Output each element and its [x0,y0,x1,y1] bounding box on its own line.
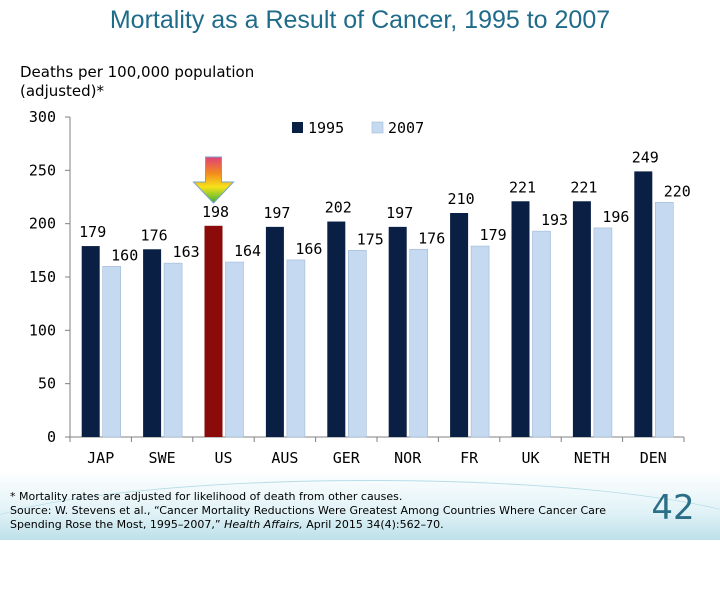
bar-1995-swe [143,249,162,437]
footnote-line-3: Spending Rose the Most, 1995–2007,” Heal… [10,518,650,532]
bar-2007-us [225,261,244,438]
bar-2007-ger [347,250,367,438]
data-label-1995-us: 198 [202,203,229,221]
legend-swatch-2007 [371,121,384,134]
footnote-line-3-pre: Spending Rose the Most, 1995–2007,” [10,518,225,531]
footnote-journal: Health Affairs, [224,518,303,531]
y-tick-label: 50 [38,375,56,393]
bar-2007-nor [409,248,429,438]
y-tick-label: 0 [47,428,56,446]
bar-1995-jap [81,246,100,437]
bar-1995-uk [511,201,530,437]
data-label-2007-jap: 160 [111,246,138,264]
bar-chart: 0 50 100 150 200 250 300 JAP 179 160 SWE 176 163 US 1… [29,108,691,467]
x-tick-label-aus: AUS [271,449,298,467]
bar-2007-den [654,202,674,438]
footnote-line-2: Source: W. Stevens et al., “Cancer Morta… [10,504,606,517]
y-tick-label: 150 [29,268,56,286]
data-label-2007-nor: 176 [418,229,445,247]
data-label-1995-neth: 221 [570,178,597,196]
bar-2007-swe [163,262,183,438]
data-label-2007-ger: 175 [357,230,384,248]
legend-swatch-1995 [292,122,303,133]
bar-2007-jap [102,266,121,438]
data-label-2007-uk: 193 [541,211,568,229]
data-label-1995-swe: 176 [141,226,168,244]
data-label-2007-us: 164 [234,242,261,260]
data-label-2007-neth: 196 [602,208,629,226]
data-label-2007-fr: 179 [480,226,507,244]
data-label-2007-aus: 166 [295,240,322,258]
y-axis-label: Deaths per 100,000 population (adjusted)… [20,63,255,100]
down-arrow-icon [192,156,235,204]
x-tick-label-den: DEN [640,449,667,467]
data-label-2007-den: 220 [664,182,691,200]
data-label-1995-uk: 221 [509,178,536,196]
bar-1995-ger [327,221,346,437]
y-tick-label: 300 [29,108,56,126]
x-tick-label-neth: NETH [574,449,610,467]
y-tick-label: 200 [29,215,56,233]
footnote-line-3-post: April 2015 34(4):562–70. [302,518,444,531]
decorative-bottom-band [0,470,720,540]
chart-annotations [192,156,235,204]
data-label-1995-aus: 197 [263,204,290,222]
chart-axes: 0 50 100 150 200 250 300 [29,108,685,446]
bar-2007-fr [470,245,490,438]
bar-1995-us [204,225,223,437]
page-title: Mortality as a Result of Cancer, 1995 to… [109,6,611,34]
footnote: * Mortality rates are adjusted for likel… [10,490,650,532]
y-tick-label: 100 [29,321,56,339]
x-tick-label-nor: NOR [394,449,422,467]
y-tick-label: 250 [29,161,56,179]
x-tick-label-ger: GER [333,449,361,467]
bar-1995-nor [388,226,407,437]
chart-labels: JAP 179 160 SWE 176 163 US 198 164 AUS 197 166 GER 20… [79,148,691,467]
bar-2007-aus [286,259,306,438]
data-label-1995-nor: 197 [386,204,413,222]
x-tick-label-uk: UK [521,449,539,467]
data-label-1995-den: 249 [632,148,659,166]
x-tick-label-fr: FR [460,449,479,467]
slide-number: 42 [651,488,695,528]
footnote-line-1: * Mortality rates are adjusted for likel… [10,490,403,503]
data-label-1995-fr: 210 [448,190,475,208]
data-label-1995-jap: 179 [79,223,106,241]
data-label-1995-ger: 202 [325,199,352,217]
x-tick-label-jap: JAP [87,449,114,467]
chart-legend: 1995 2007 [292,119,424,137]
bar-1995-aus [265,226,284,437]
x-tick-label-us: US [214,449,232,467]
bar-2007-uk [532,230,551,438]
bar-2007-neth [593,227,613,438]
x-tick-label-swe: SWE [149,449,176,467]
bar-1995-neth [572,201,591,437]
legend-label-2007: 2007 [388,119,424,137]
data-label-2007-swe: 163 [173,243,200,261]
bar-1995-fr [450,213,469,437]
bar-1995-den [634,171,653,437]
legend-label-1995: 1995 [308,119,344,137]
chart-bars [81,171,674,438]
